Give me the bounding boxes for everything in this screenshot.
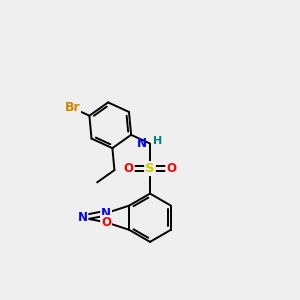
Text: N: N <box>77 211 87 224</box>
Text: O: O <box>166 162 176 175</box>
Text: N: N <box>137 137 147 150</box>
Text: S: S <box>145 162 155 175</box>
Text: O: O <box>101 216 111 229</box>
Text: Br: Br <box>64 101 80 114</box>
Text: H: H <box>153 136 162 146</box>
Text: O: O <box>124 162 134 175</box>
Text: N: N <box>101 207 111 220</box>
